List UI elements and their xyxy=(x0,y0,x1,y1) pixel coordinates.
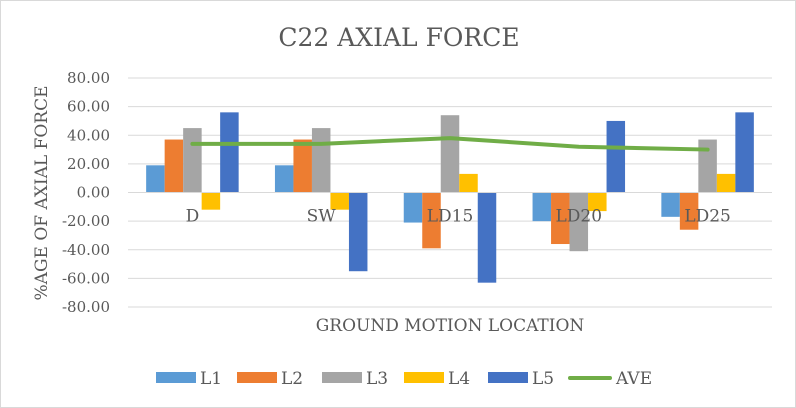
bar-l5-d xyxy=(220,112,239,193)
average-line xyxy=(190,136,710,152)
x-tick-label: D xyxy=(186,207,200,227)
x-tick-label: LD20 xyxy=(556,207,603,227)
legend-swatch-l2 xyxy=(237,372,277,383)
bar-l2-ld25 xyxy=(679,192,699,230)
bar-l3-ld15 xyxy=(440,115,460,193)
bar-l1-ld25 xyxy=(661,192,680,217)
bar-l1-sw xyxy=(274,165,294,193)
legend-swatch-l3 xyxy=(322,372,362,383)
y-tick-label: 40.00 xyxy=(67,126,110,144)
bar-l2-ld20 xyxy=(551,192,570,245)
bar-l3-ld20 xyxy=(569,192,589,252)
legend-label-ave: AVE xyxy=(615,369,652,389)
y-tick-label: -40.00 xyxy=(62,241,110,259)
y-tick-label: 20.00 xyxy=(67,155,110,173)
bar-l5-ld20 xyxy=(606,120,626,193)
y-tick-label: -20.00 xyxy=(62,212,110,230)
line-ave xyxy=(190,136,710,152)
bar-l5-sw xyxy=(348,192,368,272)
y-tick-label: 60.00 xyxy=(67,98,110,116)
x-tick-label: LD25 xyxy=(684,207,731,227)
bar-l5-ld25 xyxy=(735,112,754,193)
bar-l4-ld20 xyxy=(588,192,607,212)
bars xyxy=(146,112,754,283)
legend-label-l5: L5 xyxy=(532,369,554,389)
legend-swatch-l5 xyxy=(488,372,528,383)
bar-l3-ld25 xyxy=(698,139,717,193)
legend-label-l3: L3 xyxy=(366,369,388,389)
x-tick-label: LD15 xyxy=(427,207,474,227)
x-tick-label: SW xyxy=(307,207,337,227)
legend: L1 L2 L3 L4 L5 AVE xyxy=(156,369,652,389)
bar-l1-d xyxy=(146,165,165,193)
legend-label-l1: L1 xyxy=(200,369,222,389)
bar-l3-sw xyxy=(311,128,331,193)
bar-l2-ld15 xyxy=(422,192,441,249)
bar-l2-sw xyxy=(293,139,312,193)
y-tick-label: -60.00 xyxy=(62,269,110,287)
bar-l4-d xyxy=(201,192,221,210)
bar-l2-d xyxy=(164,139,184,193)
legend-swatch-l4 xyxy=(404,372,444,383)
x-axis-title: GROUND MOTION LOCATION xyxy=(316,316,585,336)
y-axis-title: %AGE OF AXIAL FORCE xyxy=(32,86,52,301)
y-tick-label: 80.00 xyxy=(67,69,110,87)
bar-l4-sw xyxy=(330,192,349,210)
y-tick-label: 0.00 xyxy=(77,184,110,202)
chart-title: C22 AXIAL FORCE xyxy=(278,23,519,52)
bar-l5-ld15 xyxy=(477,192,497,283)
legend-label-l2: L2 xyxy=(281,369,303,389)
labels: 80.00 60.00 40.00 20.00 0.00 -20.00 -40.00 -60.… xyxy=(62,69,731,316)
legend-label-l4: L4 xyxy=(448,369,470,389)
bar-l1-ld20 xyxy=(532,192,552,222)
bar-l4-ld25 xyxy=(716,173,736,193)
y-tick-label: -80.00 xyxy=(62,298,110,316)
legend-swatch-l1 xyxy=(156,372,196,383)
bar-l3-d xyxy=(183,128,202,193)
bar-l4-ld15 xyxy=(459,173,478,193)
bar-l1-ld15 xyxy=(403,192,423,223)
